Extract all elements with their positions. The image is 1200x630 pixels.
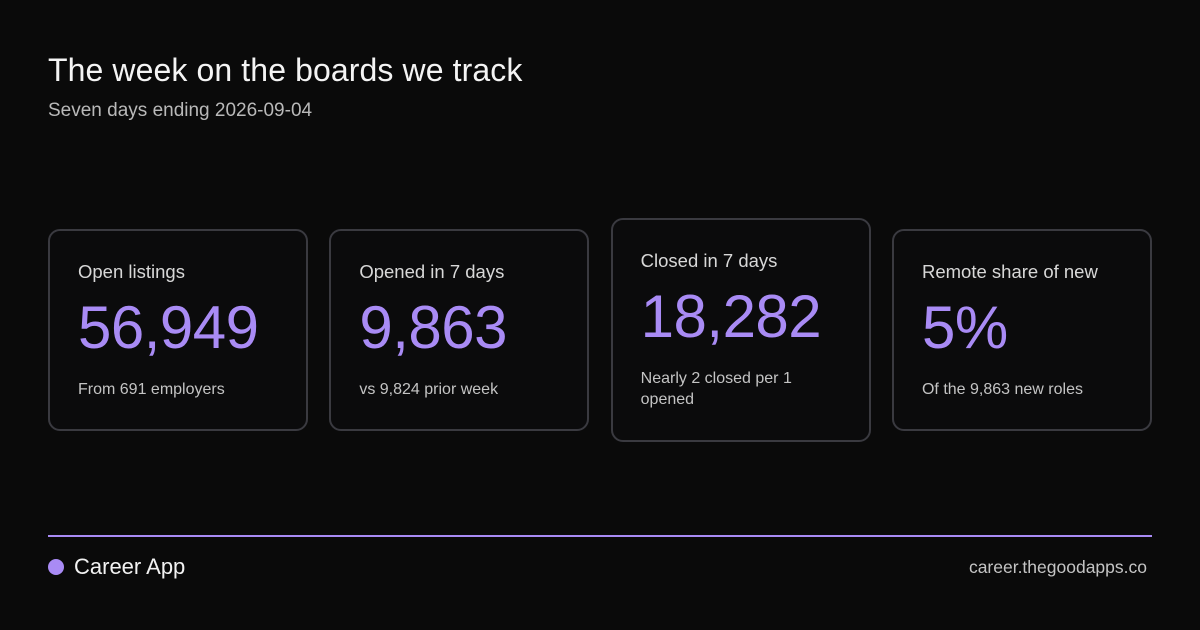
- stat-card-opened: Opened in 7 days 9,863 vs 9,824 prior we…: [329, 228, 590, 431]
- stat-note: Of the 9,863 new roles: [921, 380, 1083, 398]
- stat-label: Closed in 7 days: [640, 249, 778, 271]
- stat-label: Open listings: [78, 260, 185, 282]
- stat-note: Nearly 2 closed per 1 opened: [640, 369, 792, 408]
- page-subtitle: Seven days ending 2026-09-04: [48, 100, 313, 121]
- stat-value: 5%: [921, 293, 1008, 361]
- brand-name: Career App: [74, 554, 186, 579]
- stat-card-remote-share: Remote share of new 5% Of the 9,863 new …: [891, 228, 1152, 431]
- brand-dot-icon: [48, 559, 64, 575]
- stat-cards: Open listings 56,949 From 691 employers …: [48, 217, 1152, 442]
- stat-note: From 691 employers: [78, 380, 225, 398]
- stat-value: 56,949: [78, 293, 259, 361]
- stat-label: Opened in 7 days: [359, 260, 505, 282]
- stat-value: 18,282: [640, 282, 822, 350]
- site-url: career.thegoodapps.co: [968, 557, 1147, 577]
- stat-label: Remote share of new: [921, 260, 1098, 282]
- footer-divider: [48, 535, 1152, 537]
- stat-card-closed: Closed in 7 days 18,282 Nearly 2 closed …: [610, 217, 871, 442]
- page-title: The week on the boards we track: [48, 52, 523, 88]
- stat-value: 9,863: [359, 293, 507, 361]
- stat-card-open-listings: Open listings 56,949 From 691 employers: [48, 228, 308, 431]
- stat-note: vs 9,824 prior week: [359, 380, 499, 398]
- brand: Career App: [48, 554, 185, 580]
